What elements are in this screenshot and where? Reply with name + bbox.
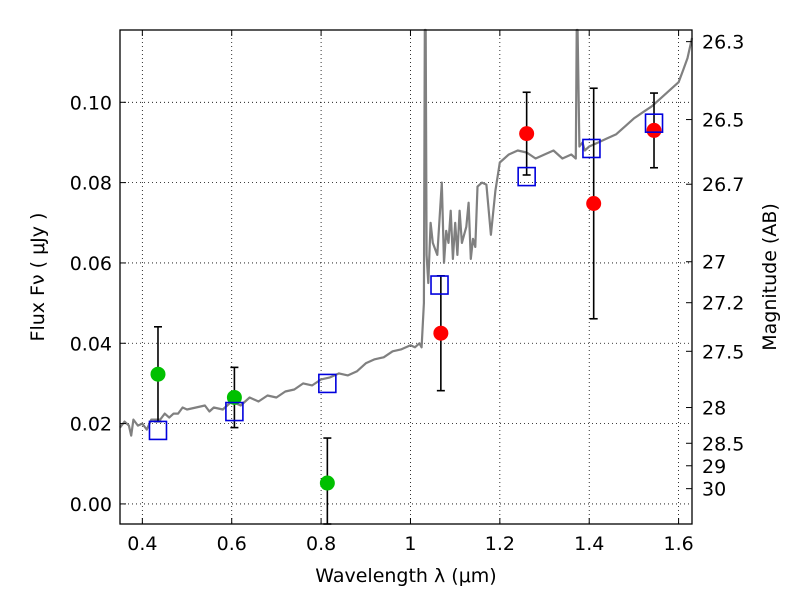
tick-labels: 0.4 0.6 0.8 1 1.2 1.4 1.6 0.00 0.02 0.04 0.06 0.08 0…: [70, 32, 745, 555]
right-tick-label: 26.7: [702, 174, 744, 196]
y-axis-label: Flux Fν ( μJy ): [27, 213, 49, 342]
right-tick-label: 26.3: [702, 32, 744, 54]
model-photometry-square: [318, 373, 337, 394]
data-point: [433, 325, 449, 341]
x-tick-label: 1.2: [485, 533, 515, 555]
x-tick-label: 1.4: [574, 533, 604, 555]
data-markers-layer: [148, 113, 664, 491]
model-photometry-square: [225, 401, 244, 422]
x-axis-label: Wavelength λ (μm): [315, 565, 496, 587]
model-spectrum-line: [119, 28, 694, 437]
right-tick-label: 29: [702, 456, 726, 478]
y-tick-label: 0.08: [70, 173, 112, 195]
model-photometry-square: [582, 138, 601, 159]
grid-lines: [120, 30, 692, 524]
right-tick-label: 27: [702, 252, 726, 274]
model-spectrum-layer: [119, 28, 694, 437]
data-point: [150, 366, 166, 382]
x-tick-label: 1.6: [663, 533, 693, 555]
y-tick-label: 0.02: [70, 414, 112, 436]
y-tick-label: 0.04: [70, 333, 112, 355]
x-tick-label: 0.8: [306, 533, 336, 555]
model-photometry-square: [148, 420, 168, 441]
axis-ticks: [120, 30, 692, 524]
model-photometry-square: [644, 113, 664, 133]
plot-frame: [119, 29, 693, 525]
right-tick-label: 27.2: [702, 293, 744, 315]
x-tick-label: 0.4: [127, 533, 157, 555]
y-tick-label: 0.06: [70, 253, 112, 275]
x-tick-label: 1: [404, 533, 416, 555]
data-point: [319, 475, 335, 491]
y-tick-label: 0.00: [70, 494, 112, 516]
right-tick-label: 27.5: [702, 341, 744, 363]
data-point: [519, 126, 535, 142]
right-tick-label: 28.5: [702, 433, 744, 455]
model-photometry-square: [517, 166, 536, 187]
right-tick-label: 26.5: [702, 110, 744, 132]
data-point: [586, 196, 602, 212]
right-axis-label: Magnitude (AB): [759, 203, 781, 351]
right-tick-label: 30: [702, 479, 726, 501]
data-point: [226, 389, 242, 405]
data-point: [646, 122, 662, 138]
model-photometry-square: [430, 275, 449, 295]
y-tick-label: 0.10: [70, 92, 112, 114]
x-tick-label: 0.6: [217, 533, 247, 555]
right-tick-label: 28: [702, 398, 726, 420]
